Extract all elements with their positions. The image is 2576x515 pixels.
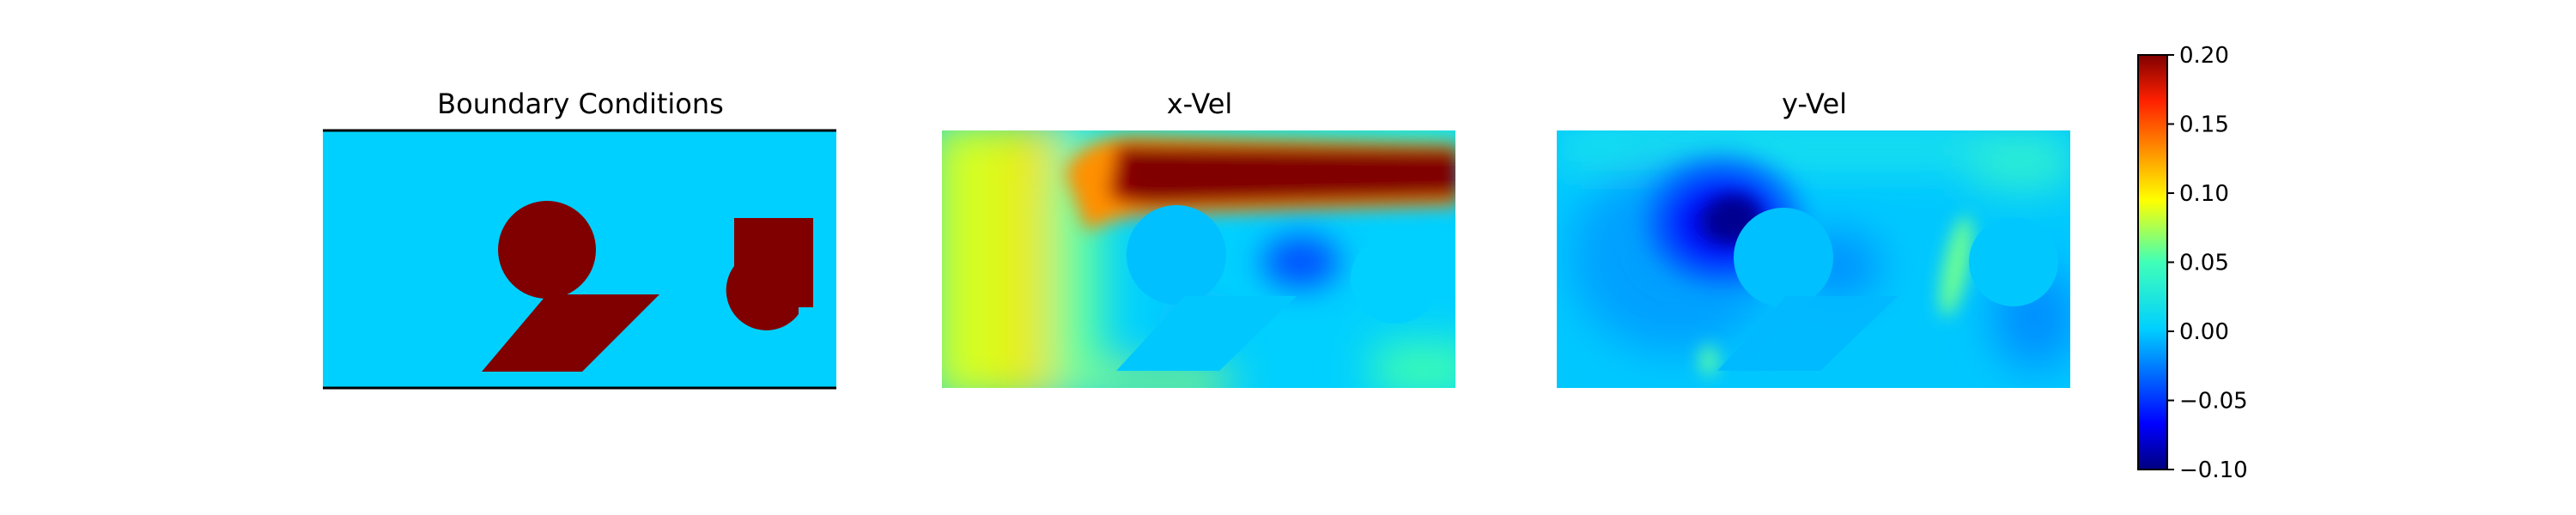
colorbar-tick-label: 0.20 [2179, 43, 2229, 69]
colorbar-ticks: 0.20 0.15 0.10 0.05 0.00 −0.05 −0.10 [2167, 43, 2248, 483]
xvel-plot [942, 130, 1455, 388]
panel-title-yvel: y-Vel [1781, 88, 1848, 120]
colorbar-tick-label: 0.15 [2179, 112, 2229, 138]
panel-title-xvel: x-Vel [1166, 88, 1233, 120]
parallelogram-obstacle [482, 294, 659, 372]
colorbar-tick-label: −0.05 [2179, 389, 2248, 415]
colorbar-tick-label: 0.10 [2179, 181, 2229, 207]
boundary-conditions-plot [323, 129, 836, 390]
colorbar: 0.20 0.15 0.10 0.05 0.00 −0.05 −0.10 [2137, 43, 2248, 483]
colorbar-tick-label: 0.05 [2179, 251, 2229, 276]
yvel-plot [1557, 130, 2070, 388]
colorbar-tick-label: 0.00 [2179, 319, 2229, 345]
xvel-obstacle-shadows [1116, 205, 1440, 371]
yvel-obstacle-shadows [1717, 208, 2058, 371]
circle-obstacle [498, 201, 596, 299]
panel-title-boundary: Boundary Conditions [437, 88, 724, 120]
colorbar-tick-label: −0.10 [2179, 457, 2248, 483]
colorbar-gradient [2137, 54, 2168, 470]
rounded-rect-obstacle [726, 218, 813, 330]
